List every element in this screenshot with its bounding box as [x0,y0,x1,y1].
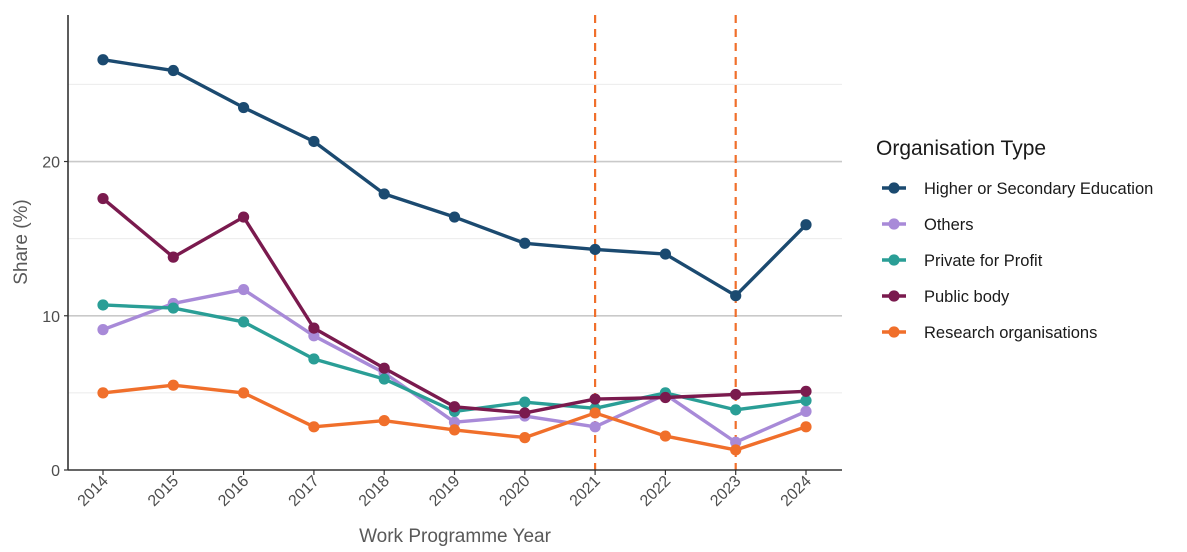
data-point [308,353,320,365]
axes: 0 10 20 2014 2015 2016 2017 2018 2019 2020 2021 202… [42,15,842,510]
y-tick-label: 10 [42,309,60,326]
legend-title: Organisation Type [876,137,1046,160]
legend-label: Higher or Secondary Education [924,180,1153,198]
data-point [448,416,461,428]
x-tick-label: 2022 [637,473,674,510]
legend-key-point [888,218,900,230]
legend-key-point [888,290,900,302]
data-point [448,424,461,436]
data-point [308,135,320,148]
data-point [589,243,601,256]
data-point [800,385,812,397]
data-point [238,387,250,399]
data-point [730,404,742,416]
x-tick-label: 2017 [286,473,323,510]
data-point [519,237,531,249]
data-point [378,373,390,385]
data-point [448,211,461,223]
data-point [97,192,109,205]
x-tick-label: 2018 [356,473,393,510]
data-point [800,421,812,433]
data-point [167,64,179,77]
data-point [659,248,672,260]
legend-label: Others [924,216,974,234]
data-point [519,396,531,408]
data-point [800,394,812,407]
data-point [378,362,390,374]
data-point [97,299,109,311]
data-point [308,322,320,334]
data-point [97,387,109,399]
legend-key-point [888,182,900,194]
data-point [800,405,812,417]
data-point [800,219,812,231]
x-tick-label: 2023 [707,473,744,510]
data-point [167,251,179,263]
legend-label: Research organisations [924,324,1097,342]
legend: Organisation Type Higher or Secondary Ed… [876,137,1153,342]
data-point [659,430,672,442]
x-tick-label: 2020 [496,473,533,510]
data-point [167,302,179,314]
x-tick-label: 2024 [778,473,815,510]
x-tick-label: 2019 [426,473,463,510]
data-point [448,401,461,413]
legend-key-point [888,254,900,266]
data-point [589,393,601,405]
data-point [519,407,531,419]
data-point [659,391,672,404]
x-tick-label: 2015 [145,473,182,510]
legend-label: Public body [924,288,1010,306]
data-point [308,330,320,342]
data-point [730,436,742,448]
data-point [97,324,109,336]
data-point [589,407,601,419]
series-layer [97,54,812,456]
data-point [167,379,179,391]
grid-layer [68,83,842,394]
y-tick-label: 0 [51,463,60,480]
x-tick-label: 2016 [215,473,252,510]
data-point [730,290,742,302]
data-point [730,444,742,456]
data-point [378,415,390,427]
data-point [308,421,320,433]
x-tick-label: 2014 [75,473,112,510]
legend-label: Private for Profit [924,252,1043,270]
data-point [238,283,250,296]
series-line [101,58,808,298]
data-point [238,101,250,114]
data-point [589,421,601,433]
data-point [97,54,109,66]
y-tick-label: 20 [42,155,60,172]
data-point [238,211,250,223]
x-tick-label: 2021 [567,473,604,510]
data-point [238,316,250,328]
data-point [519,432,531,444]
data-point [378,188,390,200]
data-point [730,388,742,401]
series-line [101,196,808,415]
x-axis-title: Work Programme Year [359,526,552,547]
y-axis-title: Share (%) [11,199,32,285]
legend-key-point [888,326,900,338]
